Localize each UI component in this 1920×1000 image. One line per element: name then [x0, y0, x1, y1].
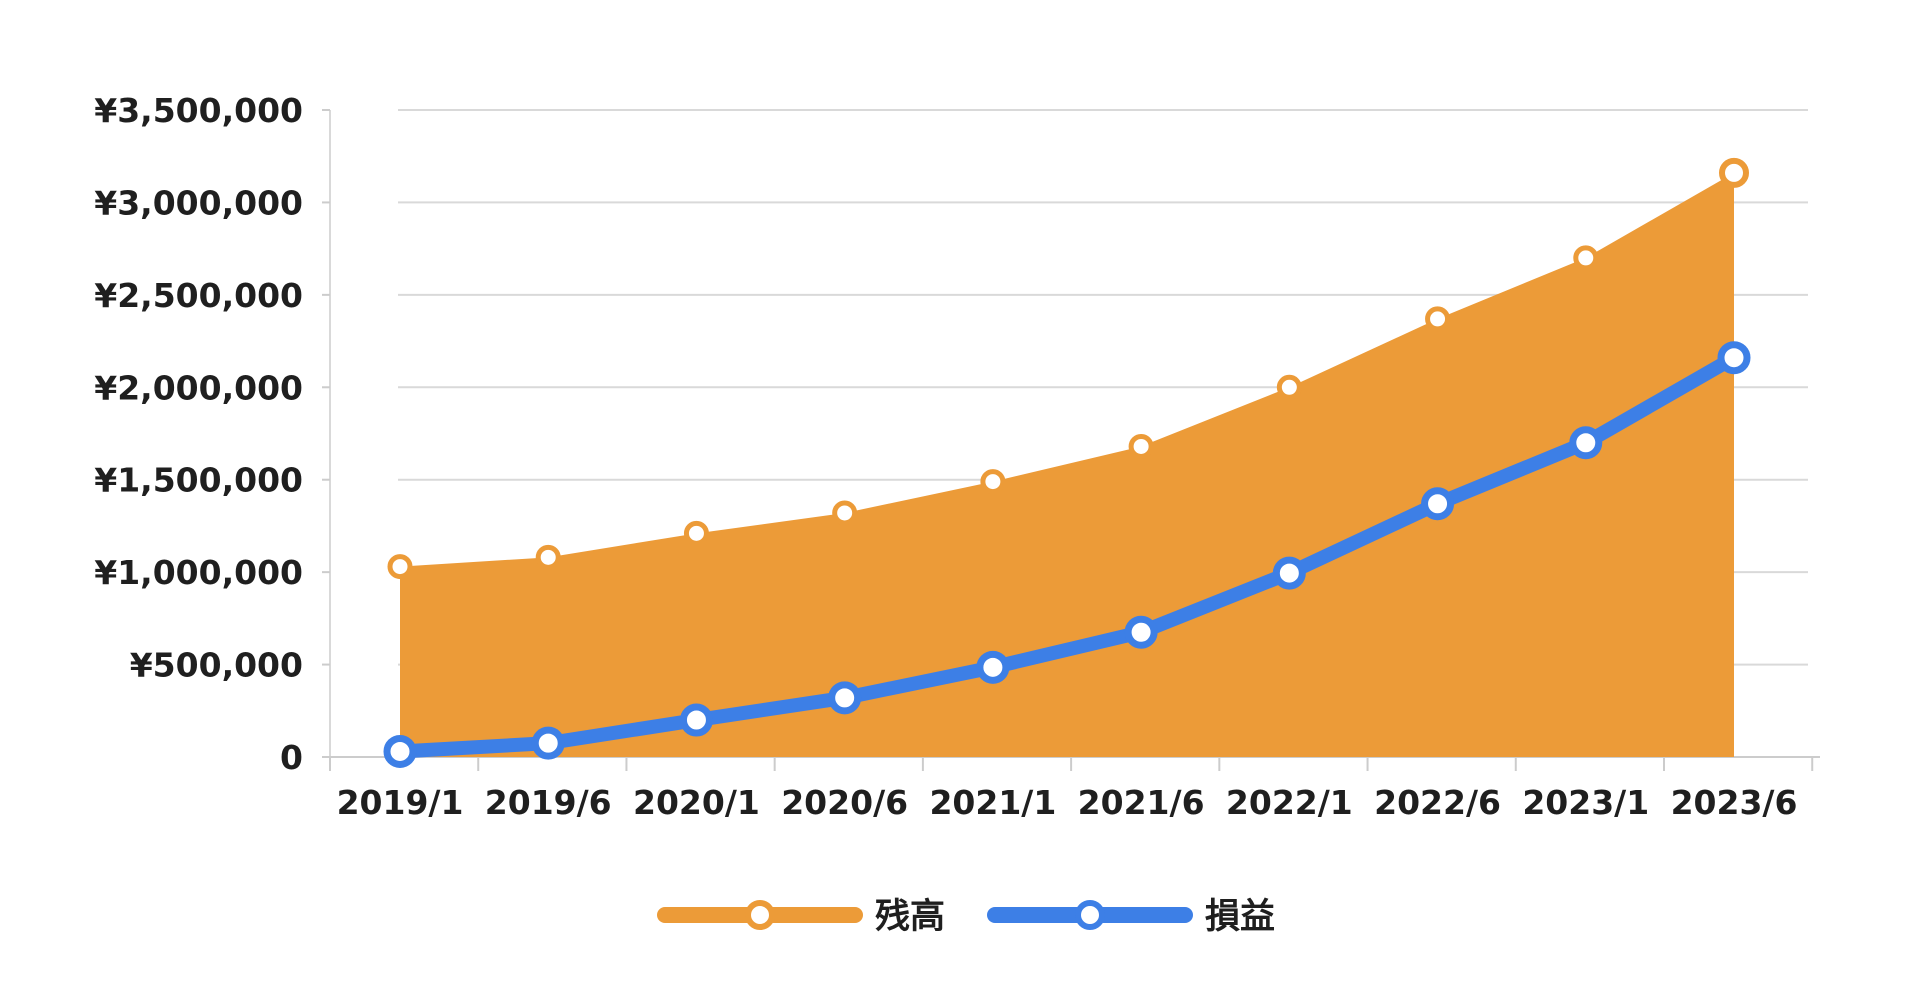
area-point-marker: [683, 520, 709, 546]
line-point-marker: [828, 681, 862, 715]
y-tick-label: ¥500,000: [130, 646, 303, 685]
x-tick-label: 2023/6: [1671, 783, 1798, 822]
x-axis-tick-labels: 2019/1 2019/6 2020/1 2020/6 2021/1 2021/6 2022…: [337, 783, 1798, 822]
x-tick-label: 2023/1: [1522, 783, 1649, 822]
legend-swatch-marker: [1075, 900, 1105, 930]
line-point-marker: [383, 734, 417, 768]
line-series-layer: [393, 350, 1741, 759]
legend-label: 残高: [875, 897, 945, 937]
x-tick-label: 2020/1: [633, 783, 760, 822]
line-point-marker: [1124, 615, 1158, 649]
area-point-marker: [980, 469, 1006, 495]
point-markers: [383, 157, 1751, 768]
y-tick-label: ¥3,000,000: [94, 183, 303, 222]
area-point-marker: [1719, 157, 1749, 188]
legend-label: 損益: [1205, 897, 1275, 937]
legend-item-profit[interactable]: 損益: [987, 897, 1275, 937]
x-tick-label: 2021/6: [1078, 783, 1205, 822]
line-point-marker: [679, 703, 713, 737]
x-tick-label: 2022/1: [1226, 783, 1353, 822]
line-point-marker: [1569, 426, 1603, 460]
line-point-marker: [1272, 556, 1306, 590]
legend[interactable]: 残高 損益: [657, 897, 1275, 937]
y-tick-label: ¥1,500,000: [94, 461, 303, 500]
line-point-marker: [531, 726, 565, 760]
x-tick-label: 2019/6: [485, 783, 612, 822]
line-series-profit: [393, 350, 1741, 759]
y-tick-label: ¥2,500,000: [94, 276, 303, 315]
area-series-layer: [400, 172, 1734, 757]
area-point-marker: [535, 544, 561, 570]
y-tick-label: ¥1,000,000: [94, 553, 303, 592]
area-point-marker: [1128, 433, 1154, 459]
legend-item-balance[interactable]: 残高: [657, 897, 945, 937]
y-tick-label: ¥3,500,000: [94, 91, 303, 130]
x-tick-label: 2020/6: [781, 783, 908, 822]
area-point-marker: [832, 500, 858, 526]
x-tick-label: 2019/1: [337, 783, 464, 822]
area-point-marker: [1276, 374, 1302, 400]
area-series-balance: [400, 172, 1734, 757]
line-point-marker: [1717, 341, 1751, 375]
x-tick-label: 2021/1: [929, 783, 1056, 822]
line-point-marker: [976, 650, 1010, 684]
x-tick-label: 2022/6: [1374, 783, 1501, 822]
legend-swatch-marker: [745, 900, 775, 930]
y-axis-tick-labels: 0 ¥500,000 ¥1,000,000 ¥1,500,000 ¥2,000,000 ¥…: [94, 91, 303, 777]
y-tick-label: ¥2,000,000: [94, 368, 303, 407]
y-tick-label: 0: [280, 738, 303, 777]
line-point-marker: [1421, 487, 1455, 521]
area-point-marker: [1573, 245, 1599, 271]
area-point-marker: [387, 554, 413, 580]
area-point-marker: [1425, 306, 1451, 332]
